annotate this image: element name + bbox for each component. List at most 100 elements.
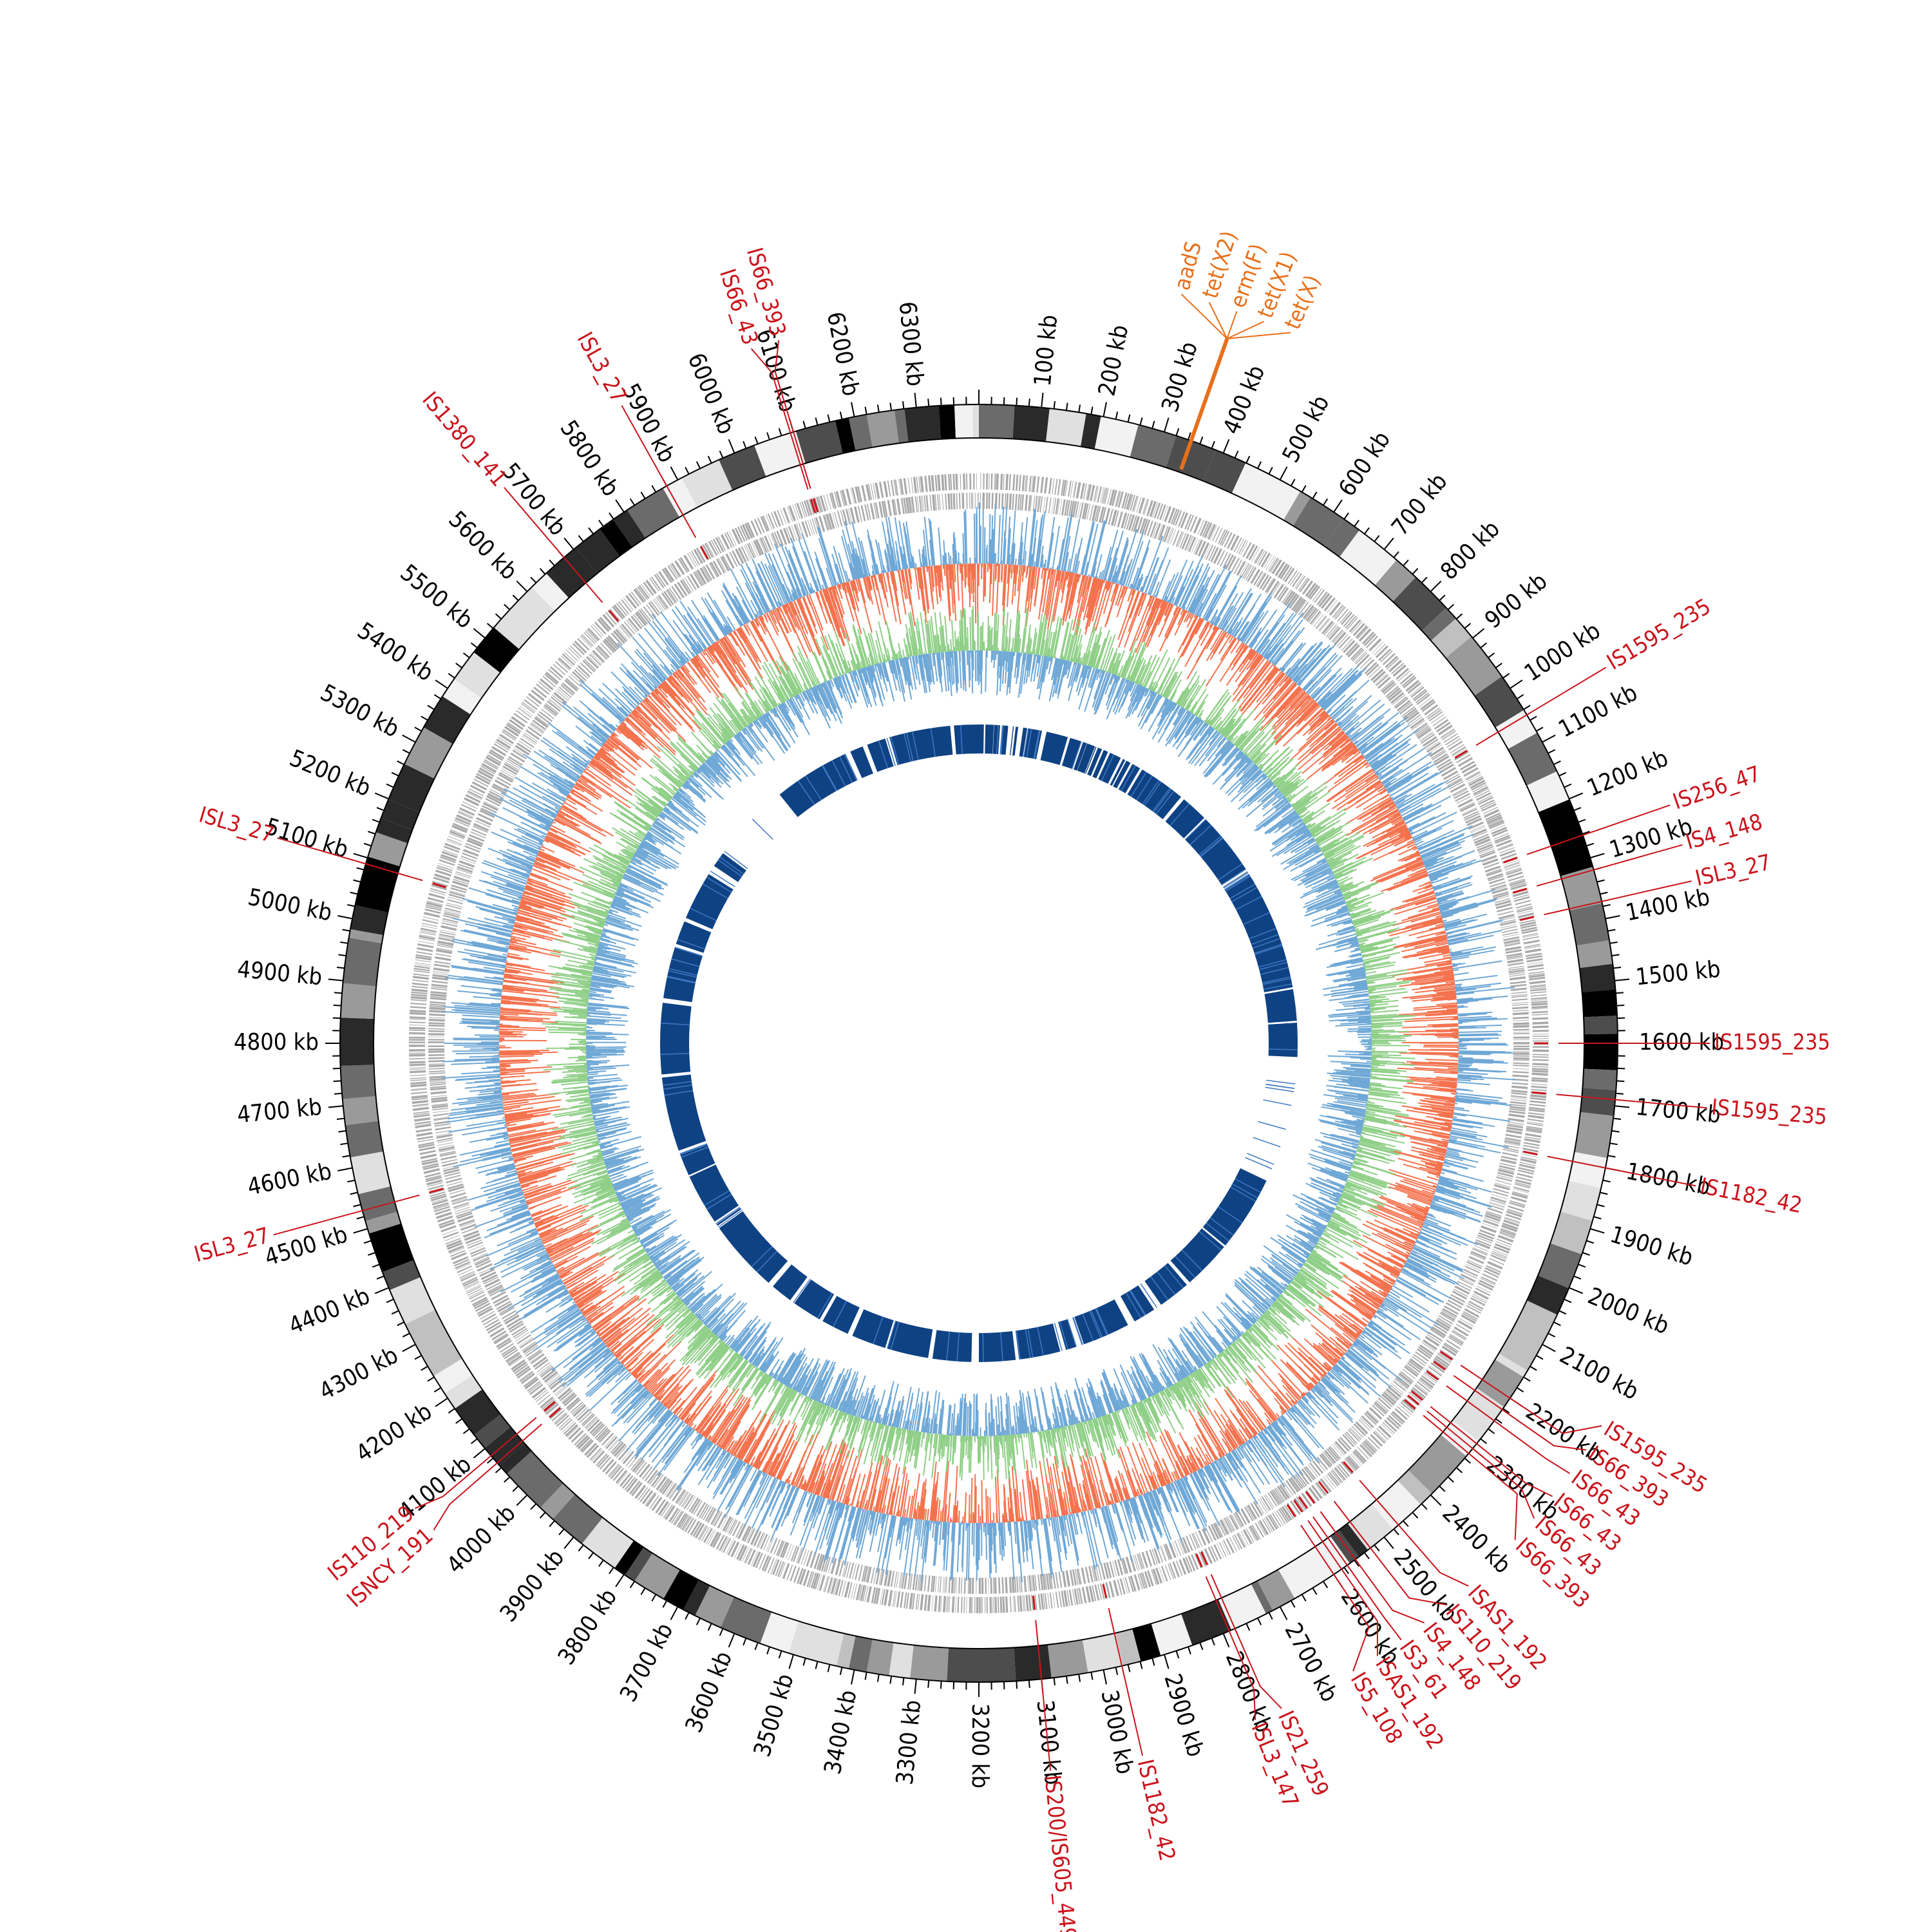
ideogram-band (614, 1540, 644, 1575)
homology-block (714, 853, 746, 882)
is-leader-line (415, 1417, 537, 1510)
homology-block (1058, 1319, 1076, 1350)
homology-block (1170, 1228, 1224, 1283)
ideogram-band (904, 405, 941, 442)
ideogram-band (1526, 771, 1569, 813)
ideogram-band (1576, 940, 1613, 969)
ideogram-band (1579, 963, 1616, 992)
ideogram-band (754, 431, 806, 477)
ideogram-band (342, 1096, 379, 1126)
ideogram-band (365, 1211, 401, 1234)
ideogram-band (627, 488, 680, 538)
homology-block (1023, 728, 1042, 759)
is-element-label: IS200/IS605_449 (1039, 1774, 1081, 1932)
is-element-label: IS256_47 (1670, 761, 1764, 815)
tick-label: 5200 kb (286, 745, 375, 802)
tick-label: 1500 kb (1634, 956, 1721, 991)
homology-block (1224, 874, 1293, 992)
ideogram-band (381, 799, 420, 830)
tick-label: 6200 kb (822, 310, 864, 398)
ideogram-band (1080, 413, 1101, 450)
homology-block (1074, 742, 1087, 771)
is-element-label: IS1595_235 (1710, 1094, 1828, 1130)
ideogram-band (947, 1647, 979, 1682)
ideogram-band (390, 1277, 435, 1325)
ideogram-band (1584, 1016, 1618, 1035)
is-leader-line (1526, 804, 1671, 855)
is-element-label: IS1380_141 (417, 387, 511, 492)
homology-block (1084, 746, 1097, 774)
is-leader-line (621, 405, 697, 538)
ideogram-band (1408, 1434, 1466, 1494)
is-position-mark (432, 882, 447, 889)
tick-label: 2700 kb (1279, 1619, 1342, 1707)
tick-label: 3000 kb (1095, 1688, 1138, 1776)
ideogram-band (1130, 424, 1177, 468)
gc-skew-positive (542, 605, 1416, 1481)
ideogram-band (894, 408, 909, 444)
is-position-mark (810, 498, 817, 513)
homology-block (676, 921, 712, 953)
is-leader-line (1320, 1511, 1425, 1624)
ideogram-band (1278, 1560, 1311, 1599)
ideogram-band (506, 1451, 564, 1508)
is-leader-line (1556, 1094, 1707, 1109)
ideogram-band (795, 421, 843, 464)
ideogram-ring (339, 404, 1618, 1683)
ideogram-band (1474, 676, 1524, 728)
gc-skew-negative (585, 650, 1372, 1437)
is-leader-line (1547, 1155, 1696, 1187)
tick-label: 700 kb (1387, 469, 1452, 541)
ideogram-band (1046, 408, 1086, 447)
homology-block (932, 1330, 972, 1362)
is-leader-line (1536, 844, 1683, 887)
ideogram-band (345, 1121, 384, 1158)
ideogram-band (343, 938, 382, 987)
ideogram-band (938, 404, 956, 439)
ideogram-band (848, 414, 873, 451)
ideogram-band (625, 1547, 653, 1582)
is-position-mark (1298, 1496, 1308, 1510)
homology-block (1077, 743, 1095, 773)
ideogram-band (1392, 577, 1446, 631)
is-position-mark (1343, 1461, 1354, 1473)
ideogram-band (1560, 867, 1602, 911)
homology-block (822, 1296, 860, 1334)
tick-label: 900 kb (1480, 568, 1552, 634)
ideogram-band (1397, 1470, 1432, 1505)
ideogram-band (1526, 1275, 1569, 1315)
is-leader-line (1108, 1607, 1144, 1756)
ideogram-band (972, 404, 979, 439)
homology-block (1015, 1323, 1061, 1360)
tick-label: 4900 kb (236, 956, 323, 991)
is-position-mark (1102, 1584, 1108, 1598)
is-element-label: IS4_148 (1683, 809, 1765, 855)
ideogram-band (1339, 1523, 1368, 1557)
is-position-mark (1407, 1394, 1420, 1405)
ideogram-band (355, 857, 401, 913)
ideogram-band (576, 529, 620, 574)
homology-block (979, 724, 984, 754)
ideogram-band (350, 905, 388, 936)
tick-label: 1300 kb (1607, 813, 1696, 864)
ideogram-band (1132, 1624, 1161, 1662)
ideogram-band (340, 983, 377, 1019)
is-element-label: ISL3_27 (572, 328, 632, 407)
homology-block (852, 1309, 894, 1349)
tick-label: 5600 kb (443, 506, 522, 585)
tick-label: 5500 kb (395, 560, 478, 634)
ideogram-band (423, 1342, 462, 1376)
ideogram-band (382, 1260, 421, 1291)
ideogram-band (540, 1483, 575, 1519)
is-leader-line (1430, 1406, 1553, 1497)
tick-label: 3500 kb (749, 1671, 799, 1760)
homology-block (794, 1279, 835, 1320)
resistance-leader-line (1226, 311, 1238, 339)
is-position-mark (1200, 1551, 1208, 1566)
homology-block (979, 1331, 1016, 1362)
homology-block (1012, 726, 1019, 756)
tick-label: 4600 kb (245, 1158, 334, 1200)
is-position-mark (1513, 887, 1528, 894)
homology-block (1185, 819, 1246, 885)
is-element-label: ISL3_27 (196, 802, 277, 848)
